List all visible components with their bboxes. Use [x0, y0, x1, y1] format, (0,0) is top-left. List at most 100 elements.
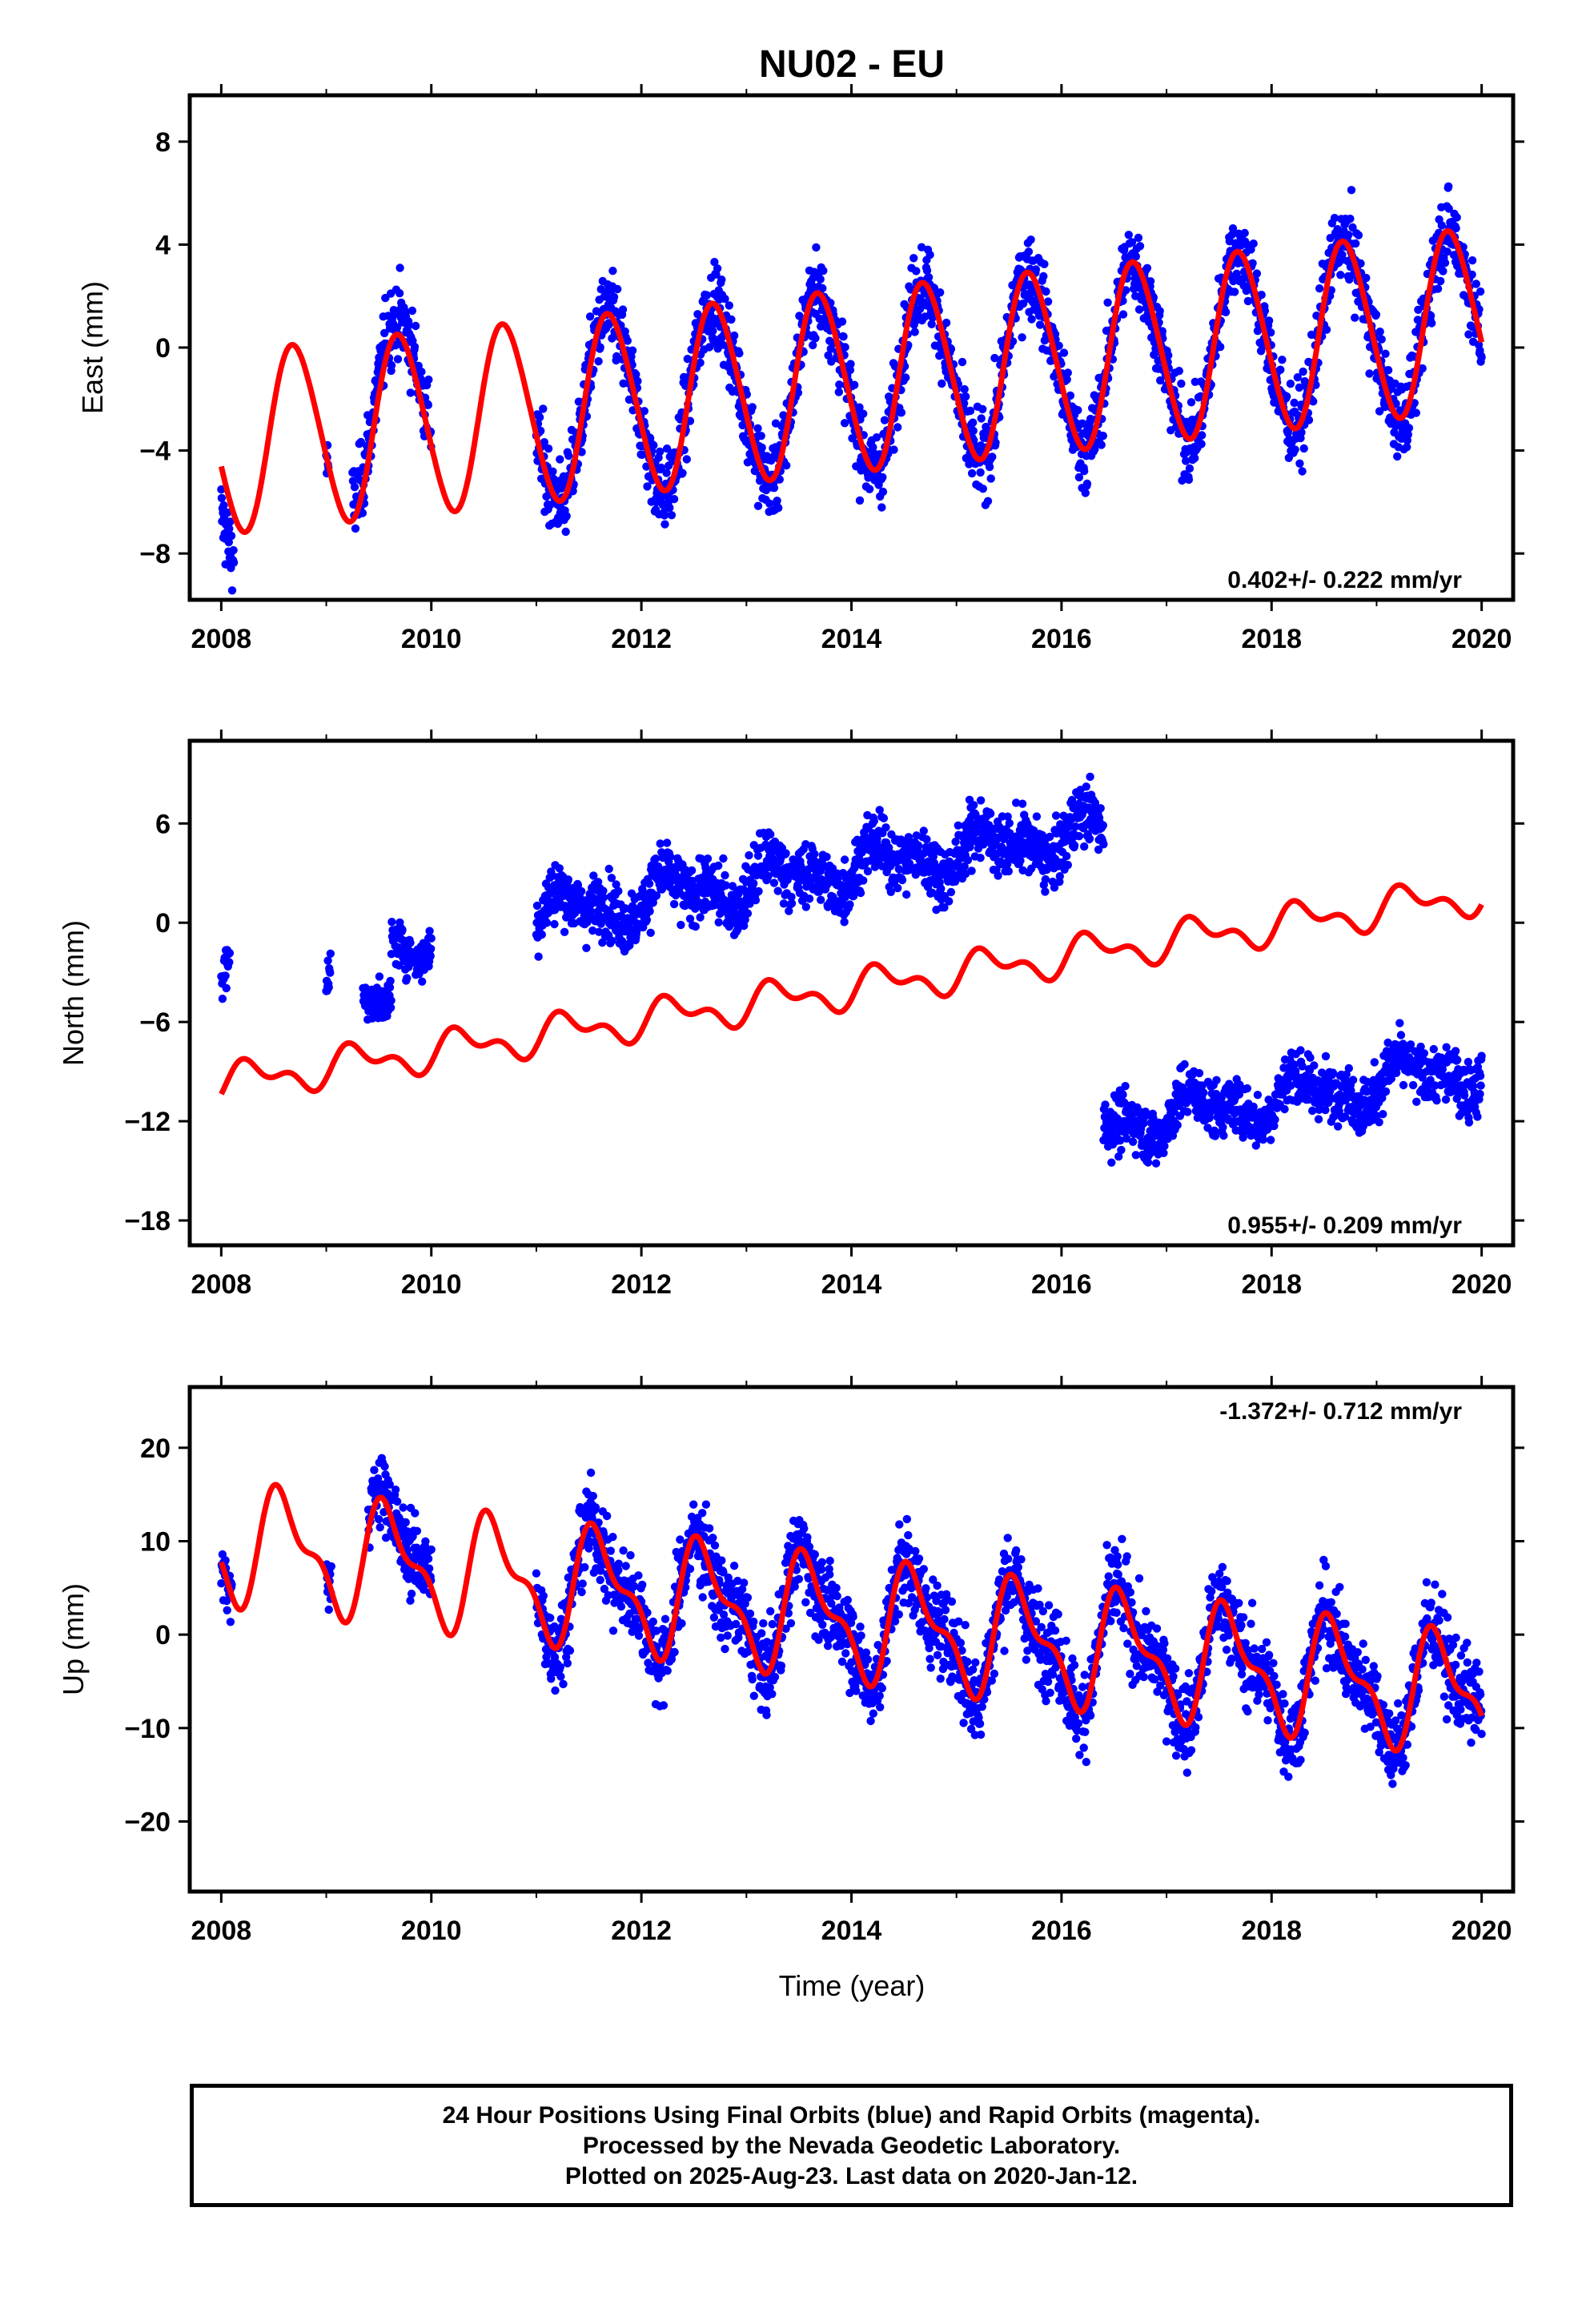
data-point: [878, 487, 888, 497]
data-point: [539, 404, 548, 413]
data-point: [769, 879, 779, 887]
data-point: [1464, 1057, 1473, 1067]
data-point: [710, 258, 719, 267]
data-point: [229, 545, 238, 555]
data-point: [725, 301, 733, 310]
data-point: [642, 915, 652, 924]
data-point: [1437, 221, 1447, 230]
data-point: [881, 823, 890, 832]
chart-canvas: NU02 - EU 2008 2010 2012 2014 2016 2018 202084…: [57, 43, 1524, 2002]
data-point: [411, 321, 420, 331]
data-point: [1321, 1051, 1331, 1061]
data-point: [386, 976, 395, 986]
data-point: [1151, 1159, 1161, 1168]
data-point: [1271, 1115, 1279, 1124]
data-point: [922, 834, 931, 844]
data-point: [696, 913, 705, 922]
data-point: [721, 295, 729, 304]
data-point: [816, 275, 825, 283]
data-point: [392, 323, 402, 332]
data-point: [936, 288, 945, 297]
data-point: [713, 264, 722, 273]
data-point: [227, 531, 236, 541]
data-point: [1096, 804, 1105, 813]
data-point: [1085, 834, 1094, 843]
data-point: [1216, 343, 1225, 352]
data-point: [608, 936, 616, 945]
data-point: [1278, 356, 1287, 364]
data-point: [773, 497, 781, 505]
data-point: [978, 404, 987, 414]
data-point: [985, 462, 994, 472]
data-point: [839, 332, 848, 341]
data-point: [576, 887, 586, 896]
data-point: [856, 888, 865, 898]
data-point: [324, 983, 333, 992]
data-point: [561, 527, 570, 537]
data-point: [1477, 1051, 1486, 1060]
data-point: [1362, 273, 1371, 283]
data-point: [540, 438, 549, 447]
data-point: [1035, 320, 1045, 329]
data-point: [859, 409, 868, 418]
data-point: [977, 414, 986, 423]
data-point: [643, 482, 652, 491]
data-point: [1230, 287, 1239, 296]
data-point: [555, 864, 564, 873]
data-point: [1184, 475, 1194, 485]
data-point: [691, 922, 700, 931]
data-point: [1321, 1105, 1330, 1115]
x-tick-label: 2014: [821, 624, 882, 654]
data-point: [773, 887, 782, 895]
data-point: [1128, 1137, 1138, 1147]
data-point: [889, 445, 898, 454]
data-point: [222, 983, 231, 993]
data-point: [769, 484, 779, 493]
data-point: [562, 512, 571, 521]
data-point: [1107, 1158, 1116, 1167]
data-point: [678, 468, 687, 477]
data-point: [1134, 233, 1143, 243]
data-point: [846, 360, 855, 368]
data-point: [1291, 445, 1299, 454]
data-point: [1451, 1047, 1460, 1055]
data-point: [1074, 831, 1084, 841]
data-point: [1476, 1089, 1484, 1099]
data-point: [1252, 269, 1262, 278]
data-point: [387, 996, 396, 1005]
data-point: [1314, 1115, 1323, 1124]
data-point: [840, 855, 849, 864]
data-point: [1336, 271, 1345, 279]
data-point: [685, 416, 695, 425]
data-point: [970, 801, 978, 810]
data-point: [909, 254, 918, 263]
data-point: [1199, 1088, 1208, 1097]
data-point: [1298, 467, 1307, 476]
data-point: [1063, 860, 1073, 870]
data-point: [398, 925, 407, 935]
data-point: [1135, 242, 1145, 251]
data-point: [834, 388, 844, 396]
data-point: [897, 408, 906, 417]
data-point: [912, 267, 921, 275]
data-point: [418, 977, 427, 986]
data-point: [958, 357, 967, 367]
data-point: [1098, 432, 1108, 440]
data-point: [1419, 1049, 1429, 1058]
data-point: [638, 450, 647, 459]
data-point: [1375, 1118, 1383, 1127]
data-point: [1441, 1095, 1451, 1104]
data-point: [986, 809, 995, 818]
data-point: [656, 463, 665, 472]
data-point: [604, 320, 613, 329]
x-tick-label: 2016: [1031, 624, 1092, 654]
panel-east-points: [217, 182, 1486, 595]
data-point: [969, 418, 978, 427]
data-point: [976, 796, 986, 805]
data-point: [395, 289, 404, 298]
data-point: [1186, 398, 1196, 407]
data-point: [1464, 330, 1473, 339]
data-point: [1027, 315, 1036, 324]
data-point: [1240, 228, 1249, 238]
data-point: [1460, 1091, 1469, 1100]
